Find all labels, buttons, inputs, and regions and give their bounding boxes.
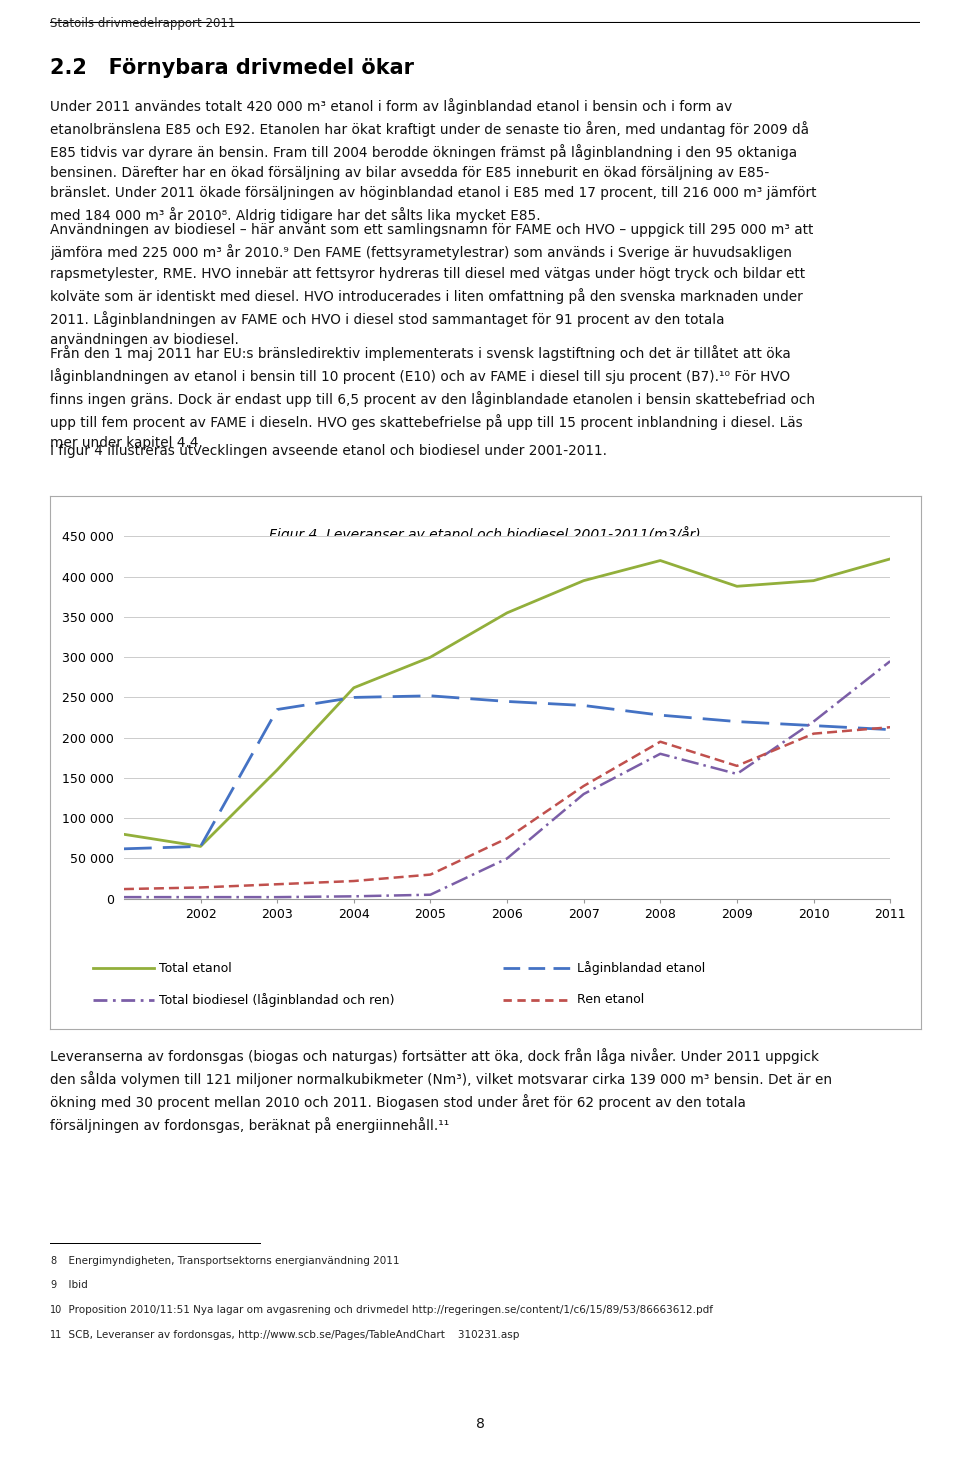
Text: Figur 4. Leveranser av etanol och biodiesel 2001-2011(m3/år): Figur 4. Leveranser av etanol och biodie…	[270, 526, 701, 542]
Text: Under 2011 användes totalt 420 000 m³ etanol i form av låginblandad etanol i ben: Under 2011 användes totalt 420 000 m³ et…	[50, 98, 816, 223]
Text: Ibid: Ibid	[62, 1280, 88, 1291]
Text: 8: 8	[475, 1416, 485, 1431]
Text: SCB, Leveranser av fordonsgas, http://www.scb.se/Pages/TableAndChart    310231.a: SCB, Leveranser av fordonsgas, http://ww…	[62, 1330, 519, 1340]
Text: 2.2   Förnybara drivmedel ökar: 2.2 Förnybara drivmedel ökar	[50, 58, 414, 79]
Text: 10: 10	[50, 1305, 62, 1315]
Text: Leveranserna av fordonsgas (biogas och naturgas) fortsätter att öka, dock från l: Leveranserna av fordonsgas (biogas och n…	[50, 1048, 832, 1133]
Text: Användningen av biodiesel – här använt som ett samlingsnamn för FAME och HVO – u: Användningen av biodiesel – här använt s…	[50, 223, 813, 346]
Text: Ren etanol: Ren etanol	[577, 993, 644, 1006]
Text: Total etanol: Total etanol	[158, 962, 231, 974]
Text: Låginblandad etanol: Låginblandad etanol	[577, 961, 705, 975]
Text: 11: 11	[50, 1330, 62, 1340]
Text: Statoils drivmedelrapport 2011: Statoils drivmedelrapport 2011	[50, 16, 235, 29]
Text: Proposition 2010/11:51 Nya lagar om avgasrening och drivmedel http://regeringen.: Proposition 2010/11:51 Nya lagar om avga…	[62, 1305, 713, 1315]
Text: Energimyndigheten, Transportsektorns energianvändning 2011: Energimyndigheten, Transportsektorns ene…	[62, 1256, 400, 1266]
Text: Total biodiesel (låginblandad och ren): Total biodiesel (låginblandad och ren)	[158, 993, 395, 1007]
Text: 9: 9	[50, 1280, 56, 1291]
Text: Från den 1 maj 2011 har EU:s bränsledirektiv implementerats i svensk lagstiftnin: Från den 1 maj 2011 har EU:s bränsledire…	[50, 345, 815, 450]
Text: I figur 4 illustreras utvecklingen avseende etanol och biodiesel under 2001-2011: I figur 4 illustreras utvecklingen avsee…	[50, 444, 607, 458]
Text: 8: 8	[50, 1256, 56, 1266]
